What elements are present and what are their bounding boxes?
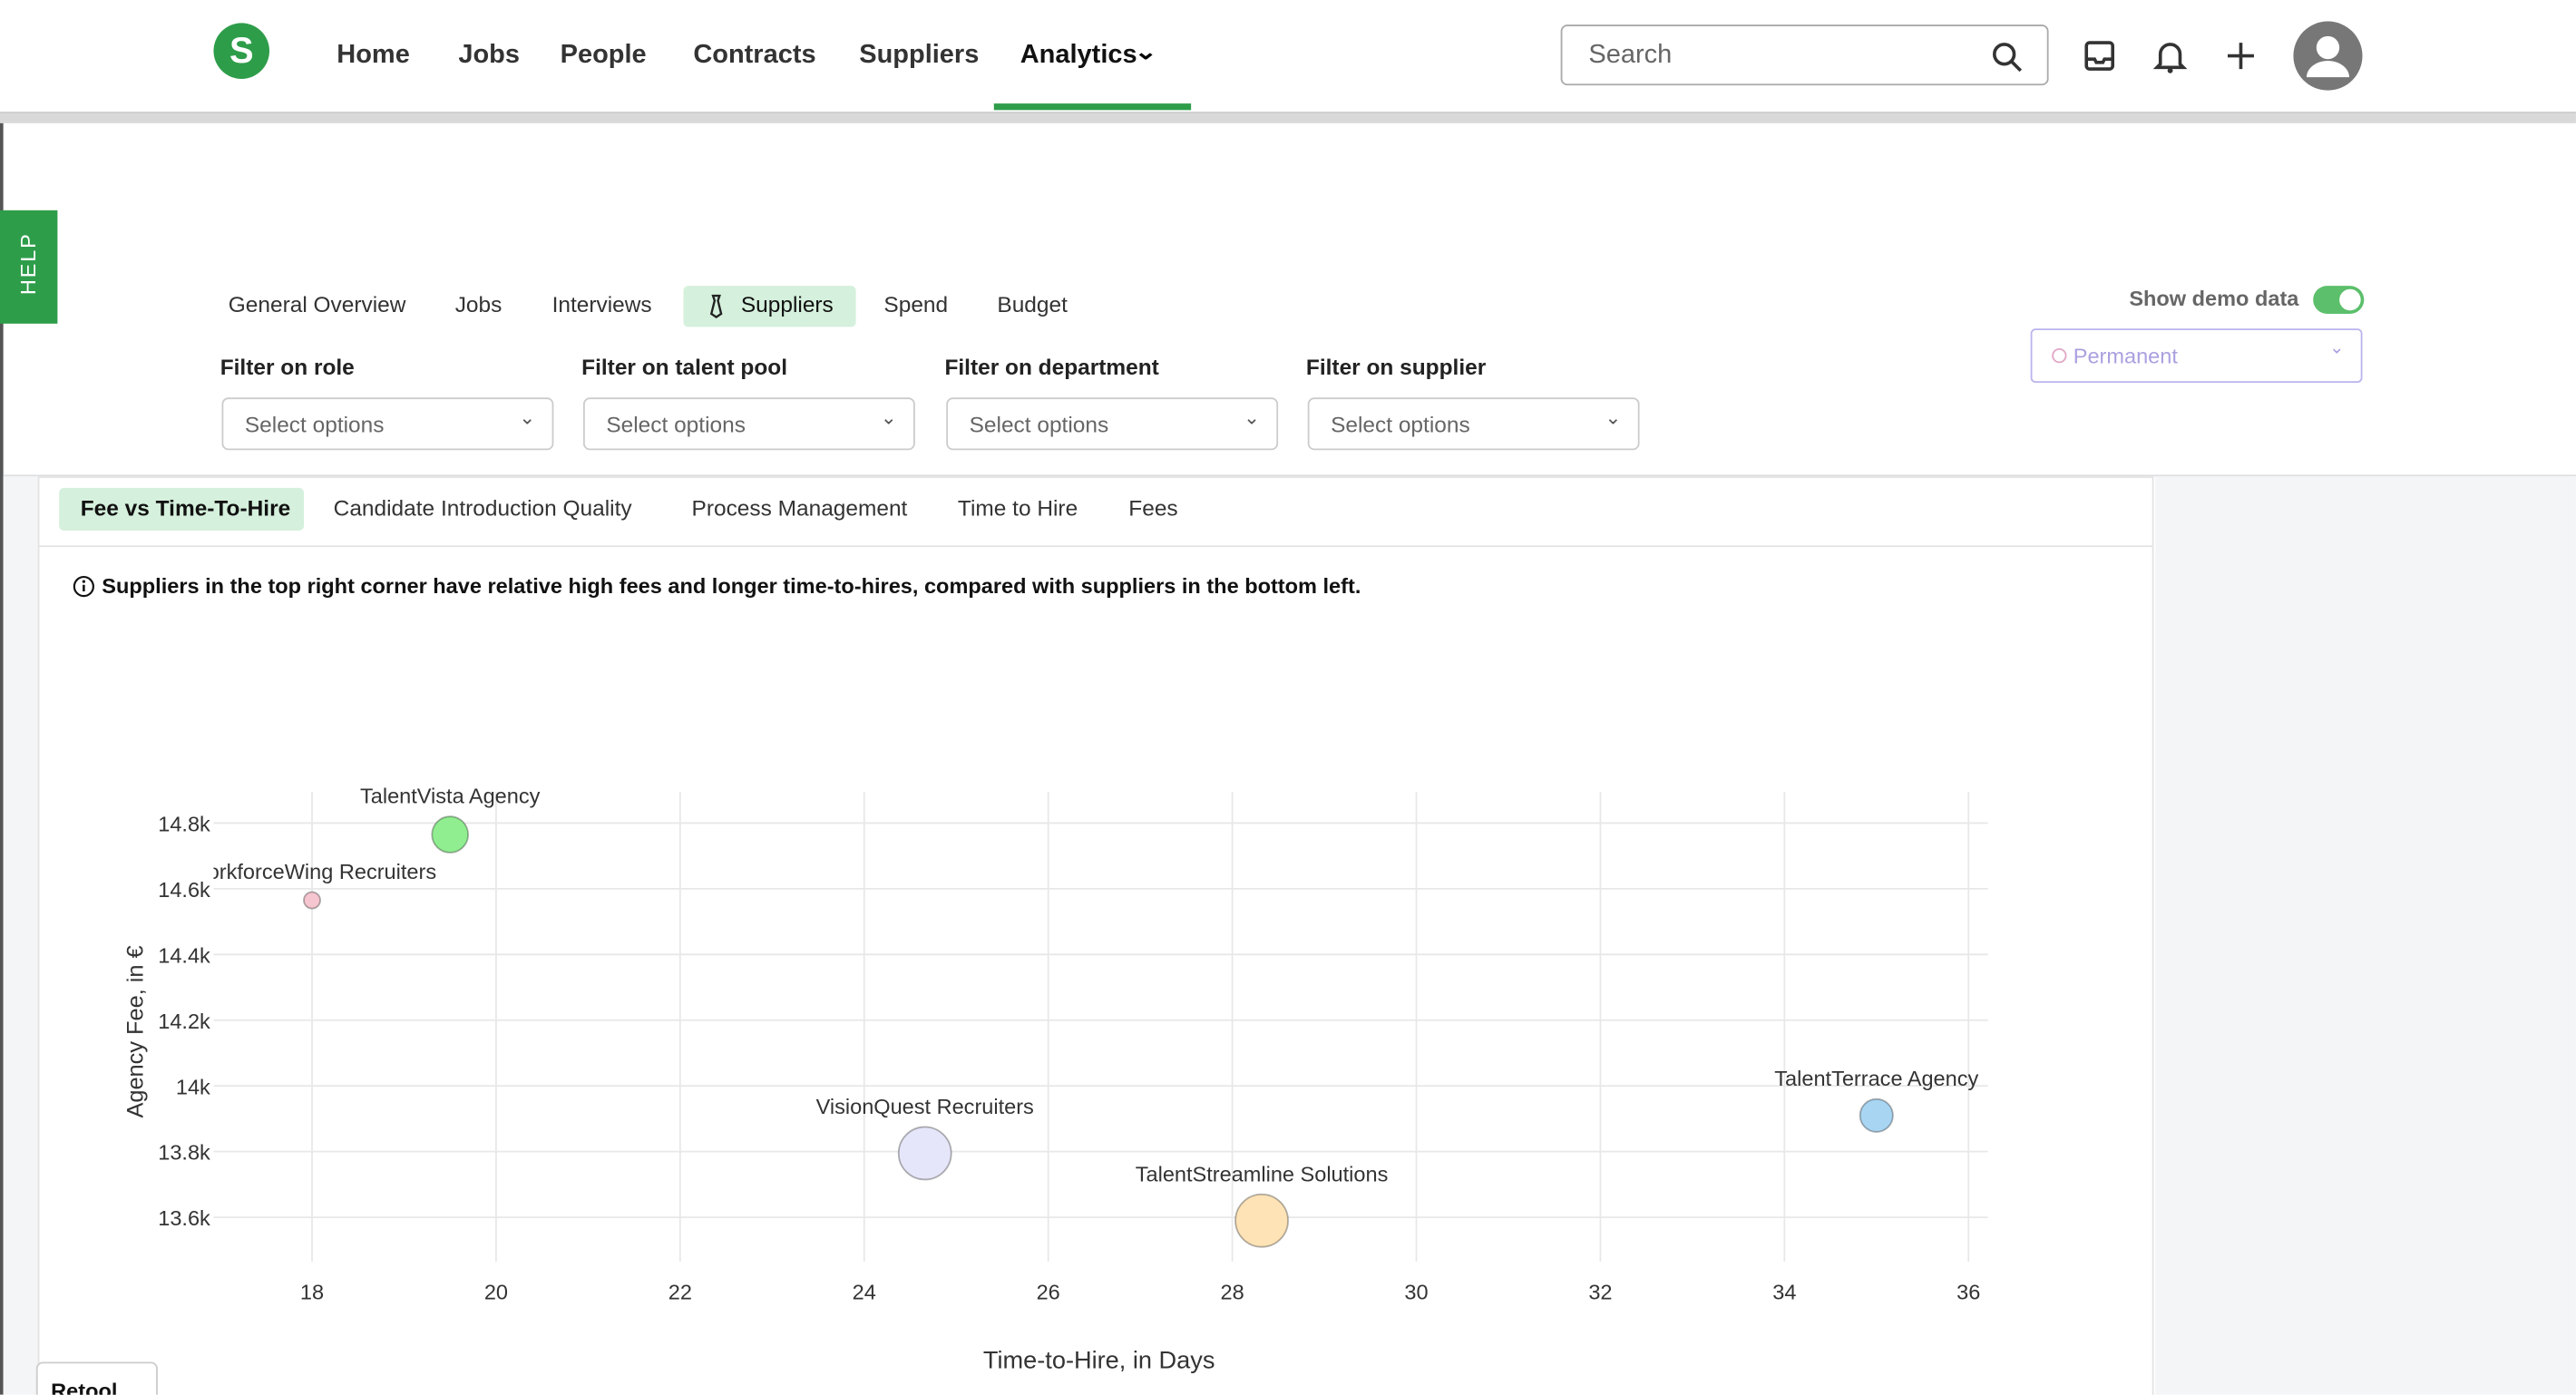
search-icon	[1992, 43, 2023, 73]
plus-icon[interactable]	[2221, 36, 2260, 75]
x-tick-label: 36	[1956, 1281, 1980, 1304]
bubble	[897, 1126, 952, 1181]
x-tick-label: 32	[1588, 1281, 1612, 1304]
analytics-tab[interactable]: Jobs	[454, 292, 503, 317]
x-axis-title: Time-to-Hire, in Days	[983, 1346, 1215, 1374]
bubble	[1234, 1193, 1289, 1248]
frame-edge	[0, 122, 4, 1395]
x-tick-label: 24	[853, 1281, 876, 1304]
y-tick-label: 13.8k	[158, 1141, 210, 1165]
bubble-label: VisionQuest Recruiters	[816, 1095, 1034, 1118]
contract-select[interactable]: Permanent ⌄	[2030, 328, 2363, 384]
bubble-label: WorkforceWing Recruiters	[188, 860, 436, 883]
chart-tab-active[interactable]: Fee vs Time-To-Hire	[80, 495, 291, 522]
filter-select[interactable]: Select options	[221, 397, 554, 451]
contract-value: Permanent	[2073, 343, 2178, 368]
chart-panel	[37, 476, 2154, 1395]
top-bar	[0, 0, 2576, 113]
inbox-icon[interactable]	[2080, 36, 2119, 75]
filter-select[interactable]: Select options	[1307, 397, 1640, 451]
tie-icon	[709, 294, 723, 318]
x-tick-label: 26	[1037, 1281, 1060, 1304]
filter-label: Filter on talent pool	[581, 355, 788, 380]
x-tick-label: 28	[1220, 1281, 1244, 1304]
y-axis-title: Agency Fee, in €	[123, 945, 149, 1117]
x-tick-label: 34	[1772, 1281, 1796, 1304]
nav-item[interactable]: Contracts	[693, 41, 816, 70]
filter-label: Filter on supplier	[1305, 355, 1487, 380]
bubble	[431, 815, 470, 854]
plot: TalentVista Agency WorkforceWing Recruite…	[188, 785, 1979, 1248]
analytics-tab[interactable]: Spend	[883, 292, 949, 317]
y-tick-label: 14.8k	[158, 812, 210, 835]
bubble	[303, 891, 321, 910]
filter-label: Filter on role	[220, 355, 355, 380]
x-tick-label: 22	[668, 1281, 692, 1304]
nav-item[interactable]: Home	[337, 41, 410, 70]
bubble-label: TalentVista Agency	[360, 785, 541, 808]
analytics-tab[interactable]: General Overview	[228, 292, 406, 317]
filter-select[interactable]: Select options	[582, 397, 915, 451]
info-icon	[73, 576, 94, 598]
chart-tab-highlight	[59, 487, 305, 532]
bubble-label: TalentTerrace Agency	[1774, 1067, 1978, 1090]
filter-select[interactable]: Select options	[946, 397, 1279, 451]
demo-label: Show demo data	[2129, 286, 2299, 311]
chart-tab[interactable]: Candidate Introduction Quality	[333, 495, 632, 522]
logo[interactable]: S	[213, 23, 270, 79]
divider	[39, 545, 2152, 548]
bubble-label: TalentStreamline Solutions	[1136, 1162, 1389, 1185]
y-tick-label: 14.2k	[158, 1010, 210, 1033]
bar-shadow	[0, 112, 2576, 123]
nav-item-active[interactable]: Analytics	[1020, 41, 1137, 70]
search-box[interactable]: Search	[1560, 24, 2049, 86]
x-tick-label: 30	[1404, 1281, 1428, 1304]
chart-tab[interactable]: Process Management	[691, 495, 908, 522]
y-tick-label: 13.6k	[158, 1206, 210, 1230]
divider	[3, 474, 2576, 477]
nav-underline	[993, 103, 1192, 111]
analytics-tab[interactable]: Budget	[997, 292, 1068, 317]
nav-item[interactable]: Jobs	[458, 41, 520, 70]
nav-item[interactable]: Suppliers	[859, 41, 980, 70]
filter-label: Filter on department	[944, 355, 1159, 380]
y-tick-label: 14.6k	[158, 878, 210, 902]
analytics-tab-active[interactable]: Suppliers	[740, 292, 834, 317]
nav-item[interactable]: People	[560, 41, 647, 70]
side-bg	[3, 476, 38, 1395]
y-tick-label: 14k	[176, 1075, 210, 1098]
chart-tab[interactable]: Time to Hire	[957, 495, 1078, 522]
y-tick-label: 14.4k	[158, 943, 210, 967]
chevron: ⌄	[1134, 39, 1158, 64]
bell-icon[interactable]	[2151, 36, 2190, 75]
avatar[interactable]	[2292, 20, 2365, 93]
x-tick-label: 18	[300, 1281, 324, 1304]
side-bg	[2155, 476, 2576, 1395]
chart-tab[interactable]: Fees	[1128, 495, 1178, 522]
help-tab[interactable]	[0, 210, 58, 324]
demo-toggle[interactable]	[2313, 286, 2365, 314]
bubble	[1859, 1097, 1894, 1133]
x-tick-label: 20	[484, 1281, 508, 1304]
retool-badge[interactable]: Retool	[35, 1361, 158, 1395]
info-text: Suppliers in the top right corner have r…	[102, 573, 1361, 599]
analytics-tab[interactable]: Interviews	[551, 292, 652, 317]
